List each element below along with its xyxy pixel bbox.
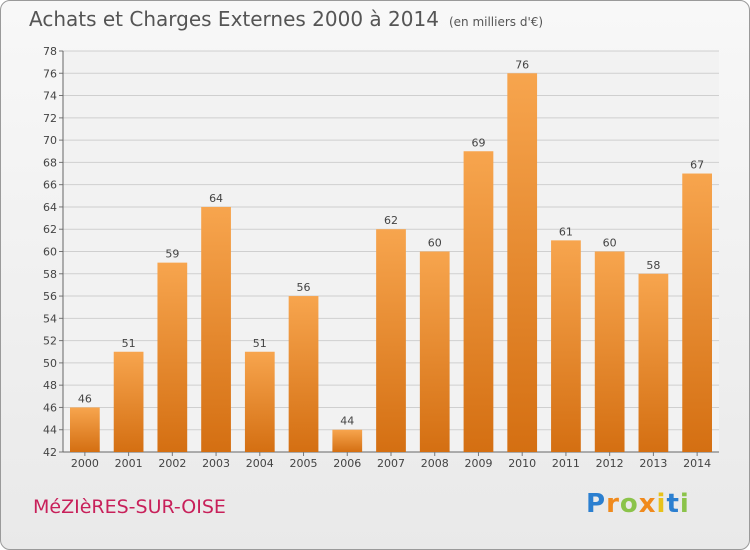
x-tick-label: 2011 [552,457,580,470]
data-label: 44 [340,415,354,428]
data-label: 69 [471,136,485,149]
bar [594,251,625,452]
proxiti-logo: Proxiti [586,489,690,519]
data-label: 60 [428,237,442,250]
bar [157,262,188,452]
data-label: 60 [603,237,617,250]
bar [419,251,450,452]
y-tick-label: 48 [43,379,57,392]
x-tick-label: 2000 [71,457,99,470]
y-tick-label: 68 [43,156,57,169]
x-tick-label: 2001 [115,457,143,470]
y-tick-label: 76 [43,67,57,80]
data-label: 62 [384,214,398,227]
data-label: 64 [209,192,223,205]
x-tick-label: 2004 [246,457,274,470]
x-tick-label: 2009 [464,457,492,470]
x-tick-label: 2008 [421,457,449,470]
bar [682,173,713,452]
x-tick-label: 2007 [377,457,405,470]
data-label: 67 [690,159,704,172]
x-tick-label: 2005 [290,457,318,470]
data-label: 59 [165,248,179,261]
y-tick-label: 60 [43,246,57,259]
chart-unit: (en milliers d'€) [448,15,544,29]
y-tick-label: 58 [43,268,57,281]
y-tick-label: 42 [43,446,57,459]
y-tick-label: 46 [43,401,57,414]
bar [376,229,406,452]
y-tick-label: 56 [43,290,57,303]
data-label: 76 [515,58,529,71]
y-tick-label: 74 [43,90,57,103]
town-name: MéZIèRES-SUR-OISE [33,496,226,518]
y-tick-label: 62 [43,223,57,236]
x-tick-label: 2002 [158,457,186,470]
data-label: 51 [253,337,267,350]
y-tick-label: 54 [43,312,57,325]
bar [288,296,319,452]
bar [201,206,231,452]
data-label: 58 [646,259,660,272]
bar [507,73,538,453]
bar [638,273,669,452]
bar [463,151,494,452]
x-tick-label: 2006 [333,457,361,470]
x-tick-label: 2003 [202,457,230,470]
y-tick-label: 44 [43,424,57,437]
data-label: 51 [122,337,136,350]
bar [332,429,363,452]
x-tick-label: 2013 [639,457,667,470]
x-tick-label: 2012 [596,457,624,470]
data-label: 46 [78,392,92,405]
y-tick-label: 78 [43,45,57,58]
y-tick-label: 72 [43,112,57,125]
x-tick-label: 2010 [508,457,536,470]
y-tick-label: 64 [43,201,57,214]
y-tick-label: 66 [43,179,57,192]
data-label: 56 [297,281,311,294]
y-tick-label: 52 [43,335,57,348]
bar [69,407,100,452]
bar [113,351,144,452]
y-tick-label: 70 [43,134,57,147]
y-tick-label: 50 [43,357,57,370]
x-tick-label: 2014 [683,457,711,470]
bar [551,240,581,452]
data-label: 61 [559,225,573,238]
bar [244,351,275,452]
chart-title: Achats et Charges Externes 2000 à 2014 (e… [29,7,543,31]
chart-title-text: Achats et Charges Externes 2000 à 2014 [29,7,439,31]
